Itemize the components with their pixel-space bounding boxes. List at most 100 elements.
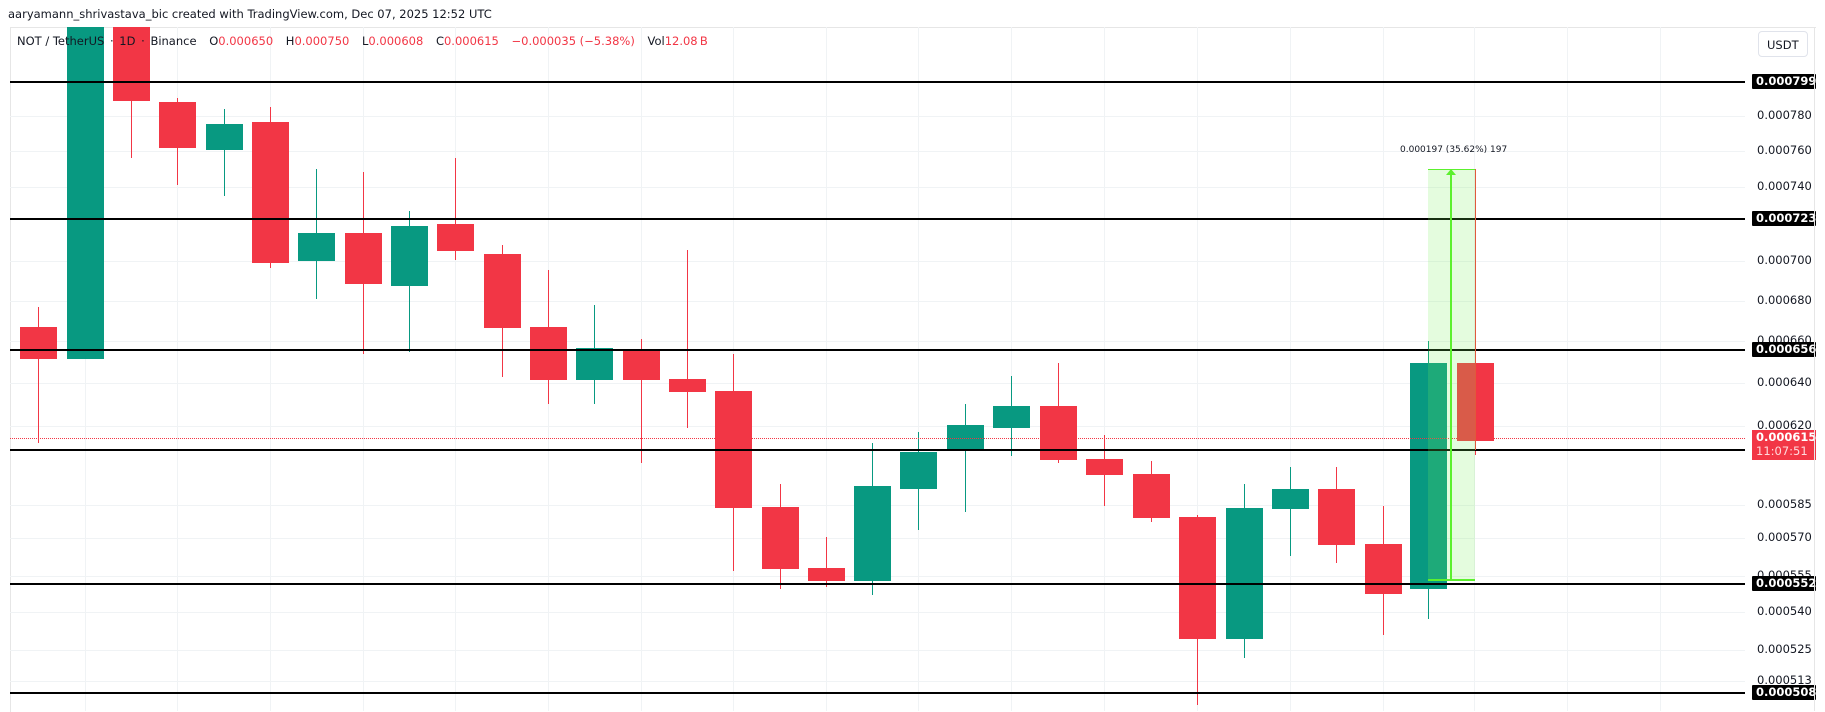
level-price-tag: 0.000552 <box>1752 576 1816 591</box>
candle-body[interactable] <box>1179 517 1216 639</box>
open-label: O <box>209 34 219 48</box>
candle-body[interactable] <box>900 452 937 489</box>
candle-body[interactable] <box>808 568 845 581</box>
candle-body[interactable] <box>1040 406 1077 460</box>
candle-wick <box>1290 467 1291 556</box>
chart-frame <box>10 27 1816 712</box>
grid-line-vertical <box>1104 27 1105 711</box>
candle-body[interactable] <box>206 124 243 150</box>
candle-body[interactable] <box>1272 489 1309 509</box>
grid-line-vertical <box>826 27 827 711</box>
candle-body[interactable] <box>1318 489 1355 545</box>
price-axis[interactable]: 0.000780 0.000760 0.000740 0.000700 0.000680… <box>1745 27 1816 711</box>
grid-line-vertical <box>1290 27 1291 711</box>
price-tick-label: 0.000525 <box>1757 642 1812 656</box>
close-value: 0.000615 <box>443 34 499 48</box>
exchange-label: Binance <box>150 34 197 48</box>
candle-body[interactable] <box>623 351 660 380</box>
candle-body[interactable] <box>993 406 1030 428</box>
level-price-tag: 0.000799 <box>1752 74 1816 89</box>
candle-body[interactable] <box>484 254 521 328</box>
candle-body[interactable] <box>298 233 335 261</box>
close-label: C <box>435 34 444 48</box>
price-tick-label: 0.000740 <box>1757 179 1812 193</box>
measure-arrow-line <box>1450 169 1452 580</box>
candle-body[interactable] <box>67 27 104 359</box>
candle-wick <box>455 158 456 260</box>
countdown-timer: 11:07:51 <box>1756 444 1808 458</box>
candle-body[interactable] <box>391 226 428 286</box>
price-tick-label: 0.000680 <box>1757 293 1812 307</box>
horizontal-level-line[interactable] <box>10 81 1745 83</box>
horizontal-level-line[interactable] <box>10 449 1745 451</box>
legend-separator: · <box>141 34 145 48</box>
currency-button[interactable]: USDT <box>1758 31 1808 57</box>
grid-line-vertical <box>1197 27 1198 711</box>
high-label: H <box>285 34 295 48</box>
candle-body[interactable] <box>1226 508 1263 639</box>
candle-body[interactable] <box>1086 459 1123 475</box>
candle-body[interactable] <box>252 122 289 263</box>
horizontal-level-line[interactable] <box>10 218 1745 220</box>
candle-wick <box>38 307 39 443</box>
candle-body[interactable] <box>1410 363 1447 589</box>
grid-line-horizontal <box>10 612 1745 613</box>
candle-body[interactable] <box>947 425 984 450</box>
grid-line-vertical <box>918 27 919 711</box>
horizontal-level-line[interactable] <box>10 349 1745 351</box>
candle-body[interactable] <box>669 379 706 392</box>
volume-value: 12.08 B <box>664 34 708 48</box>
grid-line-vertical <box>1383 27 1384 711</box>
horizontal-level-line[interactable] <box>10 583 1745 585</box>
price-tick-label: 0.000540 <box>1757 604 1812 618</box>
candle-wick <box>641 339 642 463</box>
candle-wick <box>687 250 688 428</box>
candle-body[interactable] <box>1365 544 1402 594</box>
price-tick-label: 0.000760 <box>1757 143 1812 157</box>
grid-line-horizontal <box>10 383 1745 384</box>
chart-credit: aaryamann_shrivastava_bic created with T… <box>8 7 492 21</box>
candle-body[interactable] <box>113 27 150 101</box>
grid-line-horizontal <box>10 151 1745 152</box>
change-value: −0.000035 (−5.38%) <box>511 34 635 48</box>
grid-line-horizontal <box>10 187 1745 188</box>
measure-right-edge <box>1475 169 1476 450</box>
grid-line-vertical <box>270 27 271 711</box>
high-value: 0.000750 <box>294 34 350 48</box>
last-price-tag: 0.000615 11:07:51 <box>1752 430 1816 460</box>
open-value: 0.000650 <box>218 34 274 48</box>
grid-line-horizontal <box>10 301 1745 302</box>
grid-line-horizontal <box>10 341 1745 342</box>
grid-line-horizontal <box>10 261 1745 262</box>
grid-line-vertical <box>1011 27 1012 711</box>
price-tick-label: 0.000640 <box>1757 375 1812 389</box>
volume-label: Vol <box>647 34 665 48</box>
interval-label[interactable]: 1D <box>119 34 136 48</box>
candle-body[interactable] <box>576 348 613 380</box>
price-tick-label: 0.000620 <box>1757 418 1812 432</box>
low-value: 0.000608 <box>368 34 424 48</box>
candle-body[interactable] <box>762 507 799 569</box>
horizontal-level-line[interactable] <box>10 692 1745 694</box>
low-label: L <box>361 34 369 48</box>
candle-body[interactable] <box>1133 474 1170 518</box>
candle-body[interactable] <box>159 102 196 148</box>
level-price-tag: 0.000656 <box>1752 342 1816 357</box>
chart-plot-area[interactable] <box>10 27 1745 711</box>
arrow-up-icon <box>1446 169 1456 175</box>
candle-body[interactable] <box>20 327 57 359</box>
candle-wick <box>224 109 225 196</box>
grid-line-horizontal <box>10 650 1745 651</box>
grid-line-horizontal <box>10 116 1745 117</box>
candle-body[interactable] <box>854 486 891 581</box>
grid-line-horizontal <box>10 426 1745 427</box>
candle-body[interactable] <box>437 224 474 251</box>
candle-body[interactable] <box>345 233 382 284</box>
grid-line-vertical <box>455 27 456 711</box>
candle-body[interactable] <box>530 327 567 380</box>
grid-line-vertical <box>1567 27 1568 711</box>
last-price-line <box>10 438 1745 439</box>
measure-bottom-edge <box>1428 579 1475 581</box>
measure-label: 0.000197 (35.62%) 197 <box>1400 145 1508 155</box>
symbol-name[interactable]: NOT / TetherUS <box>17 34 105 48</box>
